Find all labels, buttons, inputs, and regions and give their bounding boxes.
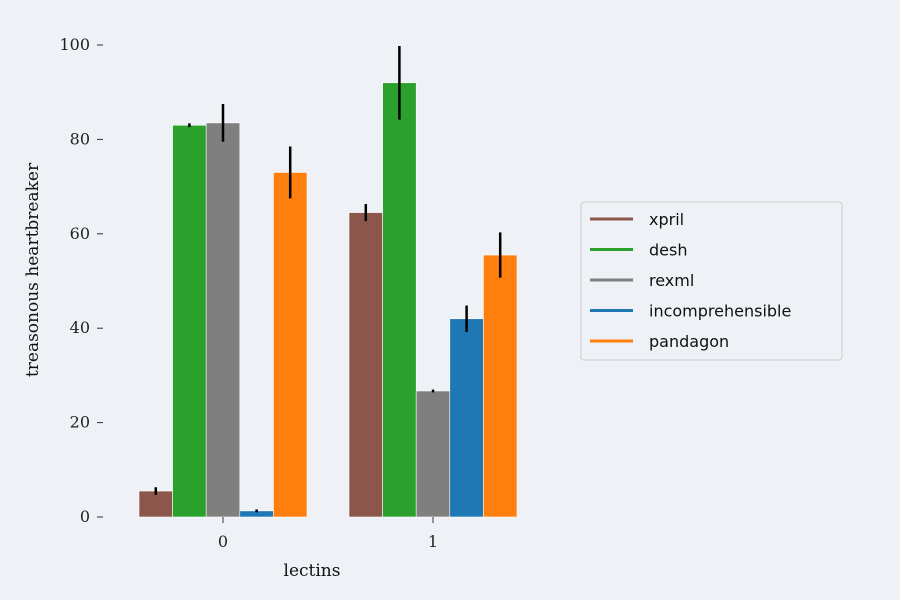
legend-label-pandagon: pandagon	[649, 332, 729, 351]
legend-label-incomprehensible: incomprehensible	[649, 302, 791, 321]
x-tick-label: 1	[428, 532, 438, 551]
x-axis-title: lectins	[284, 561, 341, 581]
bar-rexml-0	[205, 122, 241, 518]
bar-rexml-1	[415, 390, 451, 518]
y-tick-label: 0	[80, 507, 90, 526]
bar-desh-0	[172, 124, 207, 518]
legend-label-xpril: xpril	[649, 210, 684, 229]
legend-label-desh: desh	[649, 241, 687, 260]
bar-pandagon-1	[483, 254, 518, 518]
y-tick-label: 20	[70, 413, 90, 432]
y-tick-label: 40	[70, 318, 90, 337]
bar-pandagon-0	[273, 172, 308, 518]
y-tick-label: 100	[59, 35, 90, 54]
bar-xpril-1	[348, 212, 383, 518]
legend-frame	[580, 201, 843, 361]
y-tick-label: 80	[70, 129, 90, 148]
y-axis-title: treasonous heartbreaker	[23, 162, 43, 377]
x-tick-label: 0	[218, 532, 228, 551]
plot-area	[138, 45, 518, 518]
legend-label-rexml: rexml	[649, 271, 694, 290]
y-tick-label: 60	[70, 224, 90, 243]
y-axis: 0 20 40 60 80 100	[59, 35, 103, 526]
legend: xpril desh rexml incomprehensible pandagon	[580, 201, 843, 361]
bar-xpril-0	[138, 490, 173, 518]
bar-desh-1	[382, 82, 417, 518]
bar-incomprehensible-1	[449, 318, 484, 518]
